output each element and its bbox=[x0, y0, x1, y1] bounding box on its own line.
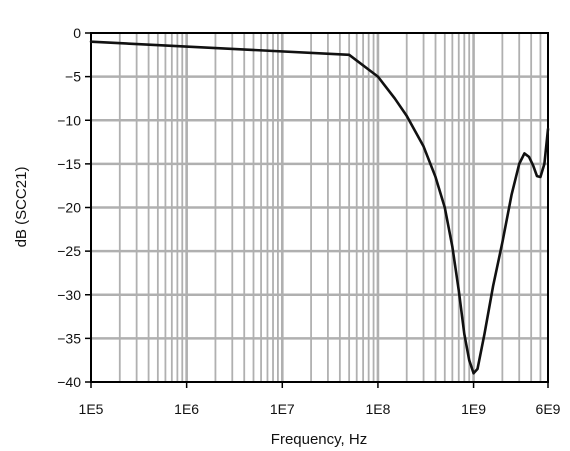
y-axis-title: dB (SCC21) bbox=[13, 167, 30, 248]
x-tick-label: 1E6 bbox=[174, 401, 199, 417]
x-tick-label: 1E5 bbox=[79, 401, 104, 417]
y-tick-label: −5 bbox=[65, 69, 81, 85]
y-tick-label: 0 bbox=[73, 25, 81, 41]
y-tick-label: −10 bbox=[57, 112, 81, 128]
y-tick-label: −25 bbox=[57, 243, 81, 259]
x-tick-label: 6E9 bbox=[536, 401, 561, 417]
x-tick-label: 1E9 bbox=[461, 401, 486, 417]
y-tick-label: −40 bbox=[57, 374, 81, 390]
series-line-scc21 bbox=[89, 40, 550, 375]
x-axis-title: Frequency, Hz bbox=[271, 431, 367, 448]
grid bbox=[91, 33, 548, 382]
x-tick-label: 1E7 bbox=[270, 401, 295, 417]
x-tick-label: 1E8 bbox=[365, 401, 390, 417]
y-tick-label: −35 bbox=[57, 330, 81, 346]
y-tick-label: −15 bbox=[57, 156, 81, 172]
y-tick-label: −30 bbox=[57, 287, 81, 303]
y-tick-label: −20 bbox=[57, 200, 81, 216]
ticks: 0 −5 −10 −15 −20 −25 −30 −35 −40 1E5 1E6 1E7 1E8 1E9 6… bbox=[57, 25, 560, 417]
